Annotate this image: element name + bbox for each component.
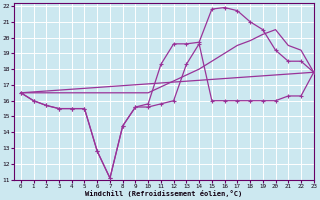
X-axis label: Windchill (Refroidissement éolien,°C): Windchill (Refroidissement éolien,°C) bbox=[85, 190, 243, 197]
